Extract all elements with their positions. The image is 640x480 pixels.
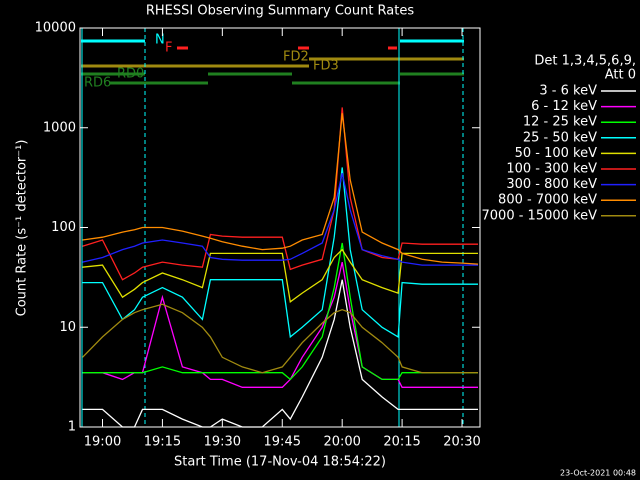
y-tick-label: 1000 [43, 120, 76, 135]
x-tick-label: 19:15 [144, 435, 181, 450]
annotation: FD3 [313, 59, 339, 74]
series-line [82, 113, 479, 265]
state-bars [81, 39, 464, 85]
annotation: F [165, 41, 172, 56]
x-tick-label: 19:00 [84, 435, 121, 450]
y-tick-label: 10000 [35, 21, 76, 36]
series-line [82, 303, 478, 374]
x-tick-label: 20:00 [323, 435, 360, 450]
y-tick-label: 10 [59, 320, 76, 335]
legend-title: Det 1,3,4,5,6,9, [534, 54, 636, 69]
chart-title: RHESSI Observing Summary Count Rates [146, 4, 415, 19]
series-line [82, 242, 478, 381]
annotation: FD2 [283, 50, 309, 65]
series-line [82, 173, 478, 266]
series-line [82, 279, 478, 428]
legend-label: 7000 - 15000 keV [482, 208, 598, 223]
y-tick-label: 100 [51, 220, 76, 235]
x-tick-label: 20:15 [383, 435, 420, 450]
legend-label: 6 - 12 keV [531, 99, 597, 114]
x-tick-label: 19:45 [264, 435, 301, 450]
series-line [82, 107, 478, 281]
timestamp: 23-Oct-2021 00:48 [560, 469, 636, 478]
annotation: RD6 [84, 76, 111, 91]
legend-label: 25 - 50 keV [523, 130, 597, 145]
legend-label: 800 - 7000 keV [498, 193, 597, 208]
series-line [82, 167, 478, 339]
y-axis-label: Count Rate (s⁻¹ detector⁻¹) [15, 140, 30, 317]
x-tick-label: 19:30 [204, 435, 241, 450]
legend-label: 100 - 300 keV [506, 162, 597, 177]
legend-label: 12 - 25 keV [523, 115, 597, 130]
legend-label: 3 - 6 keV [539, 84, 597, 99]
legend-label: 50 - 100 keV [515, 146, 598, 161]
series-line [82, 248, 478, 303]
legend-label: 300 - 800 keV [506, 177, 597, 192]
legend-title: Att 0 [605, 68, 636, 83]
x-axis-label: Start Time (17-Nov-04 18:54:22) [174, 455, 386, 470]
annotation: N [155, 33, 165, 48]
annotation: RD0 [117, 67, 144, 82]
x-tick-label: 20:30 [443, 435, 480, 450]
y-tick-label: 1 [68, 420, 76, 435]
